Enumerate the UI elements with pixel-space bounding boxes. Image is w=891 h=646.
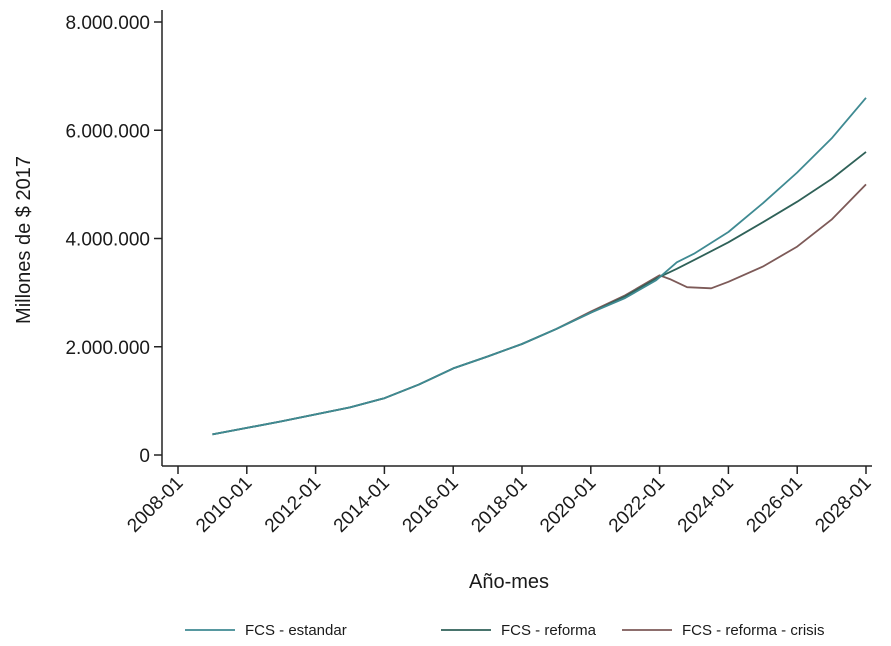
y-tick-label: 8.000.000	[65, 13, 150, 34]
y-tick-label: 2.000.000	[65, 338, 150, 359]
x-tick-label: 2024-01	[674, 473, 738, 537]
legend: FCS - estandar FCS - reforma FCS - reforma…	[185, 622, 825, 639]
y-tick-label: 4.000.000	[65, 230, 150, 251]
axes	[161, 10, 872, 467]
series-line	[212, 151, 867, 436]
x-tick-label: 2008-01	[123, 473, 187, 537]
x-tick-label: 2010-01	[192, 473, 256, 537]
x-tick-label: 2014-01	[330, 473, 394, 537]
x-tick-label: 2018-01	[467, 473, 531, 537]
y-axis-title: Millones de $ 2017	[13, 156, 35, 324]
x-tick-label: 2016-01	[399, 473, 463, 537]
x-tick-label: 2020-01	[536, 473, 600, 537]
x-axis-ticks: 2008-01 2010-01 2012-01 2014-01 2016-01 2018-…	[123, 466, 876, 537]
legend-label: FCS - estandar	[245, 622, 347, 639]
legend-label: FCS - reforma - crisis	[682, 622, 825, 639]
series-line	[212, 97, 867, 436]
y-axis-ticks: 0 2.000.000 4.000.000 6.000.000 8.000.000	[65, 13, 162, 467]
legend-label: FCS - reforma	[501, 622, 597, 639]
x-tick-label: 2022-01	[605, 473, 669, 537]
x-tick-label: 2028-01	[811, 473, 875, 537]
x-axis-title: Año-mes	[469, 571, 549, 593]
series-line	[212, 183, 867, 436]
x-tick-label: 2026-01	[743, 473, 807, 537]
series-lines	[212, 97, 867, 436]
y-tick-label: 6.000.000	[65, 121, 150, 142]
y-tick-label: 0	[139, 446, 150, 467]
x-tick-label: 2012-01	[261, 473, 325, 537]
